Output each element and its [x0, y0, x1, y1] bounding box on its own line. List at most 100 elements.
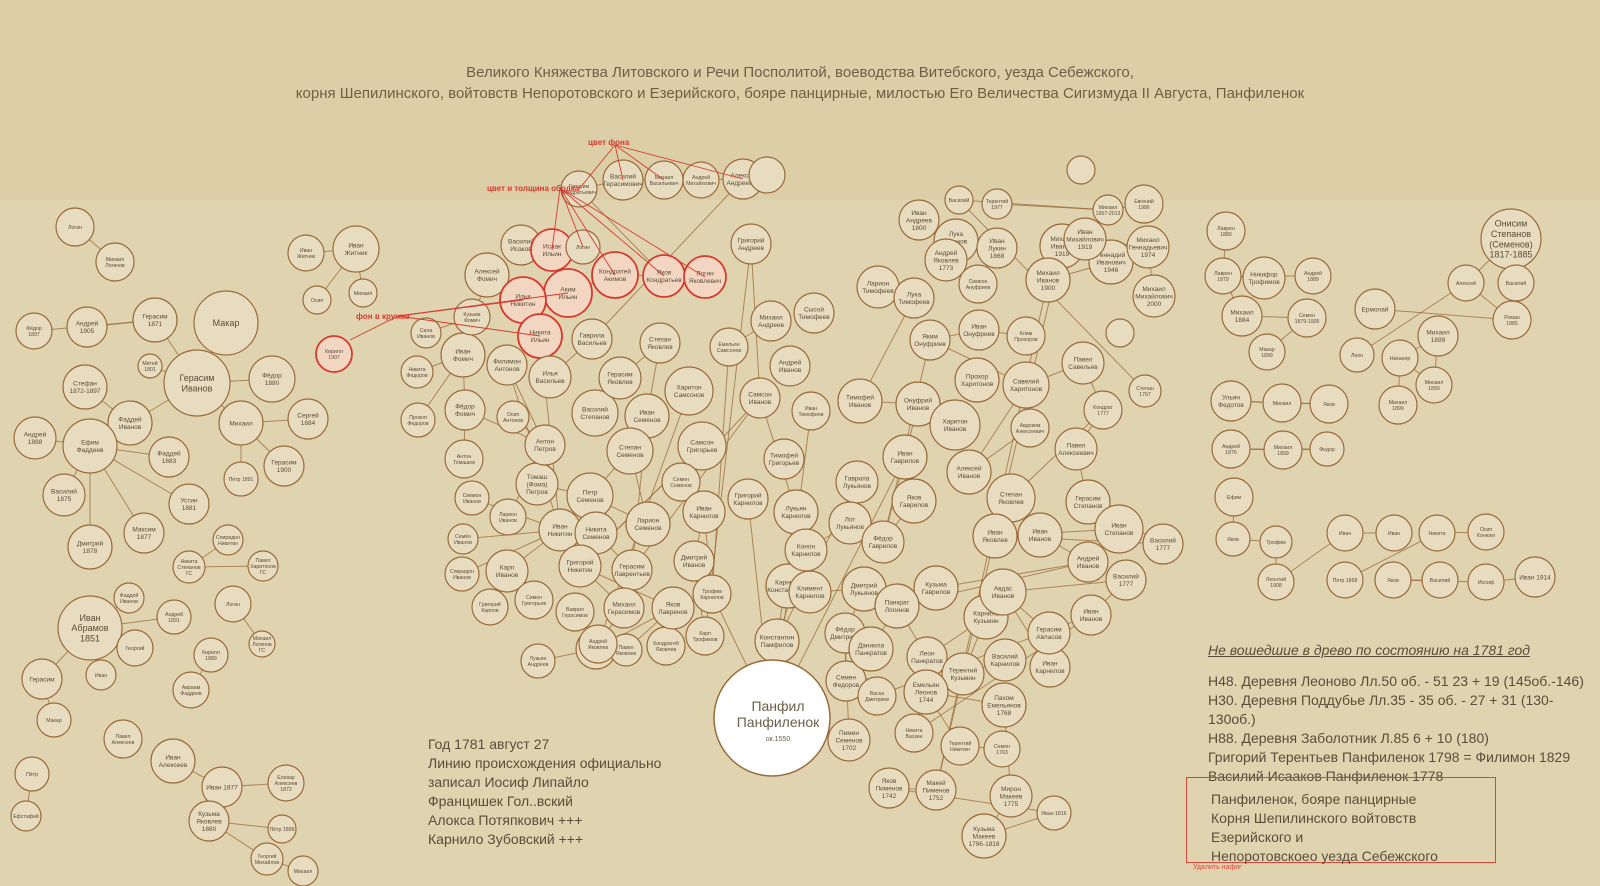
person-node[interactable]: Михаил Андреев	[750, 300, 792, 342]
person-node[interactable]: Иван Андреев 1800	[898, 199, 940, 241]
person-node[interactable]: Пётр	[14, 756, 50, 792]
person-node[interactable]: Григорий Андреев	[730, 223, 772, 265]
person-node[interactable]: Климент Карнилов	[788, 570, 832, 614]
person-node[interactable]: Михаил Михайлович 2000	[1132, 274, 1176, 318]
person-node[interactable]: Герасим 1900	[263, 445, 305, 487]
person-node[interactable]: Карп Иванов	[485, 549, 529, 593]
person-node[interactable]: Тимофей Григорьев	[763, 438, 805, 480]
person-node[interactable]: Иван Лукин 1868	[976, 227, 1018, 269]
person-node[interactable]: Андрей Иванов	[1067, 541, 1109, 583]
person-node[interactable]: Пахом Емельянов 1768	[981, 682, 1027, 728]
person-node[interactable]: Ефим Фаддеев	[62, 418, 118, 474]
person-node[interactable]: Петр Семенов	[566, 472, 614, 520]
person-node[interactable]: Емельян Леонов 1744	[903, 669, 949, 715]
person-node[interactable]: Сила Иванов	[410, 317, 442, 349]
person-node[interactable]: Семен 1763	[983, 730, 1021, 768]
person-node[interactable]: Лукьян Андреев	[520, 643, 556, 679]
person-node[interactable]: Харитон Самсонов	[664, 366, 714, 416]
person-node[interactable]: Михаил Геннадьевич 1974	[1126, 225, 1170, 269]
person-node[interactable]: Симон Григорьев	[514, 580, 554, 620]
person-node[interactable]: Петр 1868	[1326, 561, 1364, 599]
person-node[interactable]: Герасим Лаврентьев	[611, 549, 653, 591]
person-node[interactable]: Васка Дмитриев	[857, 676, 897, 716]
person-node[interactable]: Алексей Иванов	[946, 449, 992, 495]
person-node[interactable]: Андрей 1905	[66, 306, 108, 348]
person-node[interactable]: Филимон Антонов	[486, 344, 528, 386]
person-node[interactable]: Иван Гаврилов	[882, 434, 928, 480]
person-node[interactable]: Томаш (Фома) Петров	[515, 462, 559, 506]
person-node[interactable]: Никанор	[1381, 339, 1419, 377]
person-node[interactable]: Осип Конюхи	[1467, 513, 1505, 551]
person-node[interactable]: Даниила Панкратов	[848, 626, 894, 672]
person-node[interactable]: Фаддей 1883	[148, 436, 190, 478]
person-node[interactable]: Гаврила Лукьянов	[835, 460, 879, 504]
person-node[interactable]: Иван 1816	[1036, 795, 1072, 831]
person-node[interactable]: Осип	[302, 285, 332, 315]
person-node[interactable]: Василий	[944, 185, 974, 215]
person-node[interactable]: Самсон Григорьев	[677, 421, 727, 471]
person-node[interactable]: Михаил	[218, 400, 264, 446]
person-node[interactable]: Кузьма Яковлев 1860	[188, 800, 230, 842]
person-node[interactable]: Василий 1875	[42, 473, 86, 517]
person-node[interactable]: Симион Иванов	[454, 480, 490, 516]
person-node[interactable]: Семён Иванов	[447, 523, 479, 555]
person-node[interactable]: Фаддей Иванов	[107, 400, 153, 446]
person-node[interactable]: Спиридон Никитин	[212, 524, 244, 556]
person-node[interactable]: Иван Тимофеев	[791, 391, 831, 431]
person-node[interactable]: Фёдор Фомич	[444, 389, 486, 431]
person-node[interactable]: Михаил 1884	[1221, 295, 1263, 337]
person-node[interactable]: Василий 1777	[1142, 523, 1184, 565]
person-node[interactable]: Яков Гаврилов	[891, 478, 937, 524]
person-node[interactable]: Онуфрий Иванов	[895, 381, 941, 427]
person-node[interactable]: Макар 1899	[1248, 333, 1286, 371]
person-node[interactable]: Пётр 1891	[223, 461, 259, 497]
person-node[interactable]: Павел Алексеев	[103, 719, 143, 759]
empty-node[interactable]	[1105, 318, 1135, 348]
person-node[interactable]: Василий 1777	[1105, 559, 1147, 601]
person-node[interactable]: Ваврил Герасимов	[555, 592, 595, 632]
person-node[interactable]: Михаил 1899	[1417, 315, 1459, 357]
person-node[interactable]: Яким Онуфриев	[909, 319, 951, 361]
person-node[interactable]: Иван Алексеев	[150, 738, 196, 784]
person-node[interactable]: Иван Карнилов	[682, 490, 726, 534]
person-node[interactable]: Михаил	[348, 278, 378, 308]
person-node[interactable]: Кирилл 1889	[193, 637, 229, 673]
person-node[interactable]: Никифор Трофимов	[1242, 256, 1286, 300]
person-node[interactable]: Григорий Карпов	[471, 588, 509, 626]
person-node[interactable]: Михаил 1899	[1263, 430, 1303, 470]
person-node[interactable]: Сергей 1884	[287, 398, 329, 440]
person-node[interactable]: Герасим Авласов	[1027, 611, 1071, 655]
person-node[interactable]: Дмитрий Иванов	[673, 540, 715, 582]
person-node[interactable]: Авдоким Алексеевич	[1010, 408, 1050, 448]
person-node[interactable]: Андрей 1889	[1294, 257, 1332, 295]
person-node[interactable]: Евгений 1986	[1124, 184, 1164, 224]
person-node[interactable]: Иван Михайлович 1919	[1063, 217, 1107, 261]
person-node[interactable]: Панкрат Логинов	[874, 583, 920, 629]
person-node[interactable]: Самсон Иванов	[739, 377, 781, 419]
person-node[interactable]: Никита Васкин	[894, 713, 934, 753]
person-node[interactable]: Василий Карнилов	[983, 638, 1027, 682]
person-node[interactable]: Митей 1801	[137, 353, 163, 379]
person-node[interactable]: Фаддей Иванов	[113, 582, 145, 614]
person-node[interactable]: Ларион Тимофеев	[856, 265, 900, 309]
person-node[interactable]: Андрей 1888	[13, 416, 57, 460]
person-node[interactable]: Василий	[1421, 561, 1459, 599]
person-node[interactable]: Иван Онуфриев	[958, 309, 1000, 351]
person-node[interactable]: Иван Никитин	[538, 508, 582, 552]
person-node[interactable]: Иосиф	[1467, 563, 1505, 601]
person-node[interactable]: Константин Памфилов	[754, 618, 800, 664]
person-node[interactable]: Стефан 1872-1897	[62, 364, 108, 410]
person-node[interactable]: Иван	[85, 659, 117, 691]
person-node[interactable]: Антон Петров	[524, 424, 566, 466]
person-node[interactable]: Павел Харитонов ГС	[247, 550, 279, 582]
person-node[interactable]: Иван Фомич	[440, 332, 486, 378]
person-node[interactable]: Кондратей Яковлев	[646, 626, 686, 666]
person-node[interactable]: Иван 1914	[1514, 556, 1556, 598]
person-node[interactable]: Семен Семенов	[661, 462, 701, 502]
person-node[interactable]: Яков Лавренов	[651, 586, 695, 630]
person-node[interactable]: Симеон Ануфриев	[958, 264, 998, 304]
person-node[interactable]: Василий Степанов	[571, 389, 619, 437]
person-node[interactable]: Георгий	[116, 629, 154, 667]
person-node[interactable]: Андрей 1876	[1211, 429, 1251, 469]
person-node[interactable]: Михаил 1899	[1378, 385, 1418, 425]
